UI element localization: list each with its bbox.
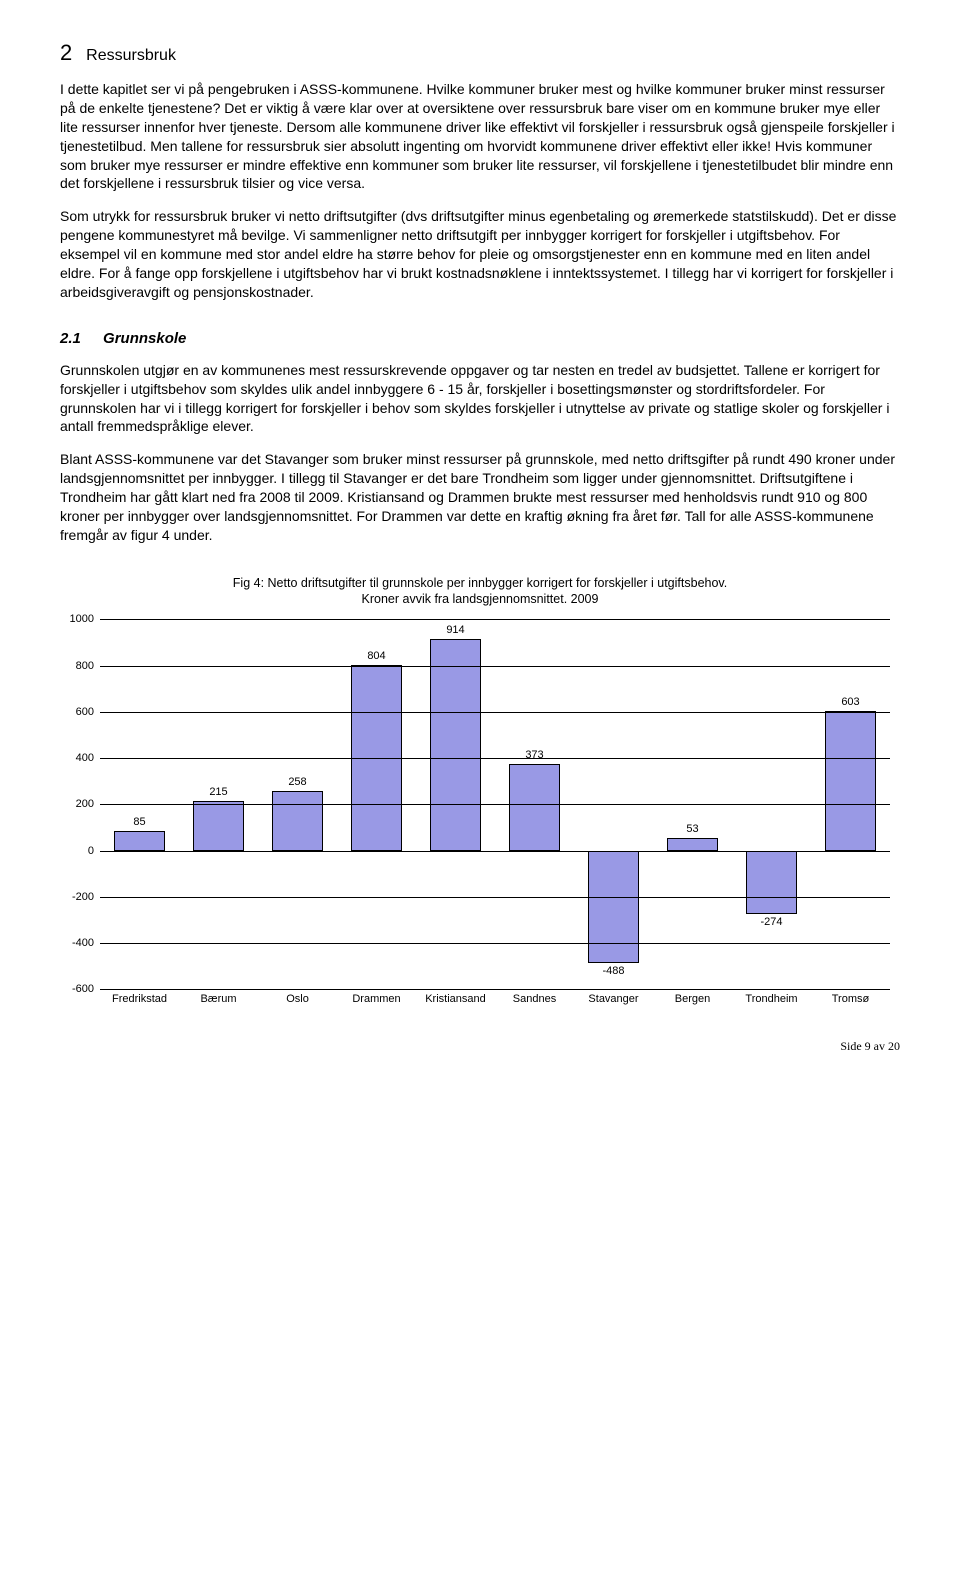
chart-gridline [100,619,890,620]
chart-bar [588,851,639,964]
chart-xtick-label: Kristiansand [416,989,495,1009]
chart-xtick-label: Stavanger [574,989,653,1009]
chart-bar-value-label: 215 [179,786,258,798]
chart-title: Fig 4: Netto driftsutgifter til grunnsko… [60,575,900,608]
chart-ytick-label: 600 [62,706,94,718]
chart-ytick-label: 200 [62,798,94,810]
chart-ytick-label: -200 [62,891,94,903]
chart-bar [509,764,560,850]
chart-gridline [100,758,890,759]
chart-gridline [100,851,890,852]
subsection-heading: 2.1 Grunnskole [60,330,900,347]
section-title: Ressursbruk [86,47,176,64]
subsection-number: 2.1 [60,330,81,347]
chart-bar-value-label: 603 [811,696,890,708]
chart-xaxis: FredrikstadBærumOsloDrammenKristiansandS… [100,989,890,1009]
paragraph-4: Blant ASSS-kommunene var det Stavanger s… [60,450,900,544]
chart-ytick-label: -600 [62,983,94,995]
chart-xtick-label: Bergen [653,989,732,1009]
chart-bar-value-label: 258 [258,776,337,788]
chart-gridline [100,712,890,713]
chart-bar-value-label: 53 [653,823,732,835]
chart-ytick-label: -400 [62,937,94,949]
chart-title-line1: Fig 4: Netto driftsutgifter til grunnsko… [233,576,727,590]
chart-xtick-label: Oslo [258,989,337,1009]
chart-ytick-label: 0 [62,845,94,857]
chart-xtick-label: Tromsø [811,989,890,1009]
chart-bar [114,831,165,851]
chart-xtick-label: Sandnes [495,989,574,1009]
paragraph-3: Grunnskolen utgjør en av kommunenes mest… [60,361,900,437]
chart-gridline [100,943,890,944]
figure-4: Fig 4: Netto driftsutgifter til grunnsko… [60,575,900,1010]
subsection-title: Grunnskole [103,330,186,347]
chart-bar-value-label: 804 [337,650,416,662]
chart-ytick-label: 400 [62,752,94,764]
chart-ytick-label: 800 [62,660,94,672]
page-footer: Side 9 av 20 [60,1039,900,1054]
chart-gridline [100,897,890,898]
paragraph-1: I dette kapitlet ser vi på pengebruken i… [60,80,900,193]
chart-bar [430,639,481,850]
chart-title-line2: Kroner avvik fra landsgjennomsnittet. 20… [362,592,599,606]
chart-bar-value-label: -274 [732,916,811,928]
chart-gridline [100,666,890,667]
paragraph-2: Som utrykk for ressursbruk bruker vi net… [60,207,900,301]
chart-gridline [100,804,890,805]
chart-xtick-label: Bærum [179,989,258,1009]
chart-bar-value-label: 914 [416,624,495,636]
section-number: 2 [60,40,72,65]
chart-bar-value-label: 85 [100,816,179,828]
chart-bar [825,711,876,850]
chart-bar [193,801,244,851]
chart-ytick-label: 1000 [62,613,94,625]
section-header: 2 Ressursbruk [60,40,900,66]
chart-xtick-label: Fredrikstad [100,989,179,1009]
chart-bar [746,851,797,914]
chart-xtick-label: Drammen [337,989,416,1009]
chart-xtick-label: Trondheim [732,989,811,1009]
chart-bar-value-label: -488 [574,965,653,977]
chart-area: 85215258804914373-48853-274603 100080060… [100,619,890,1009]
chart-plot: 85215258804914373-48853-274603 100080060… [100,619,890,989]
chart-bar-value-label: 373 [495,749,574,761]
chart-bar [272,791,323,851]
chart-bar [667,838,718,850]
